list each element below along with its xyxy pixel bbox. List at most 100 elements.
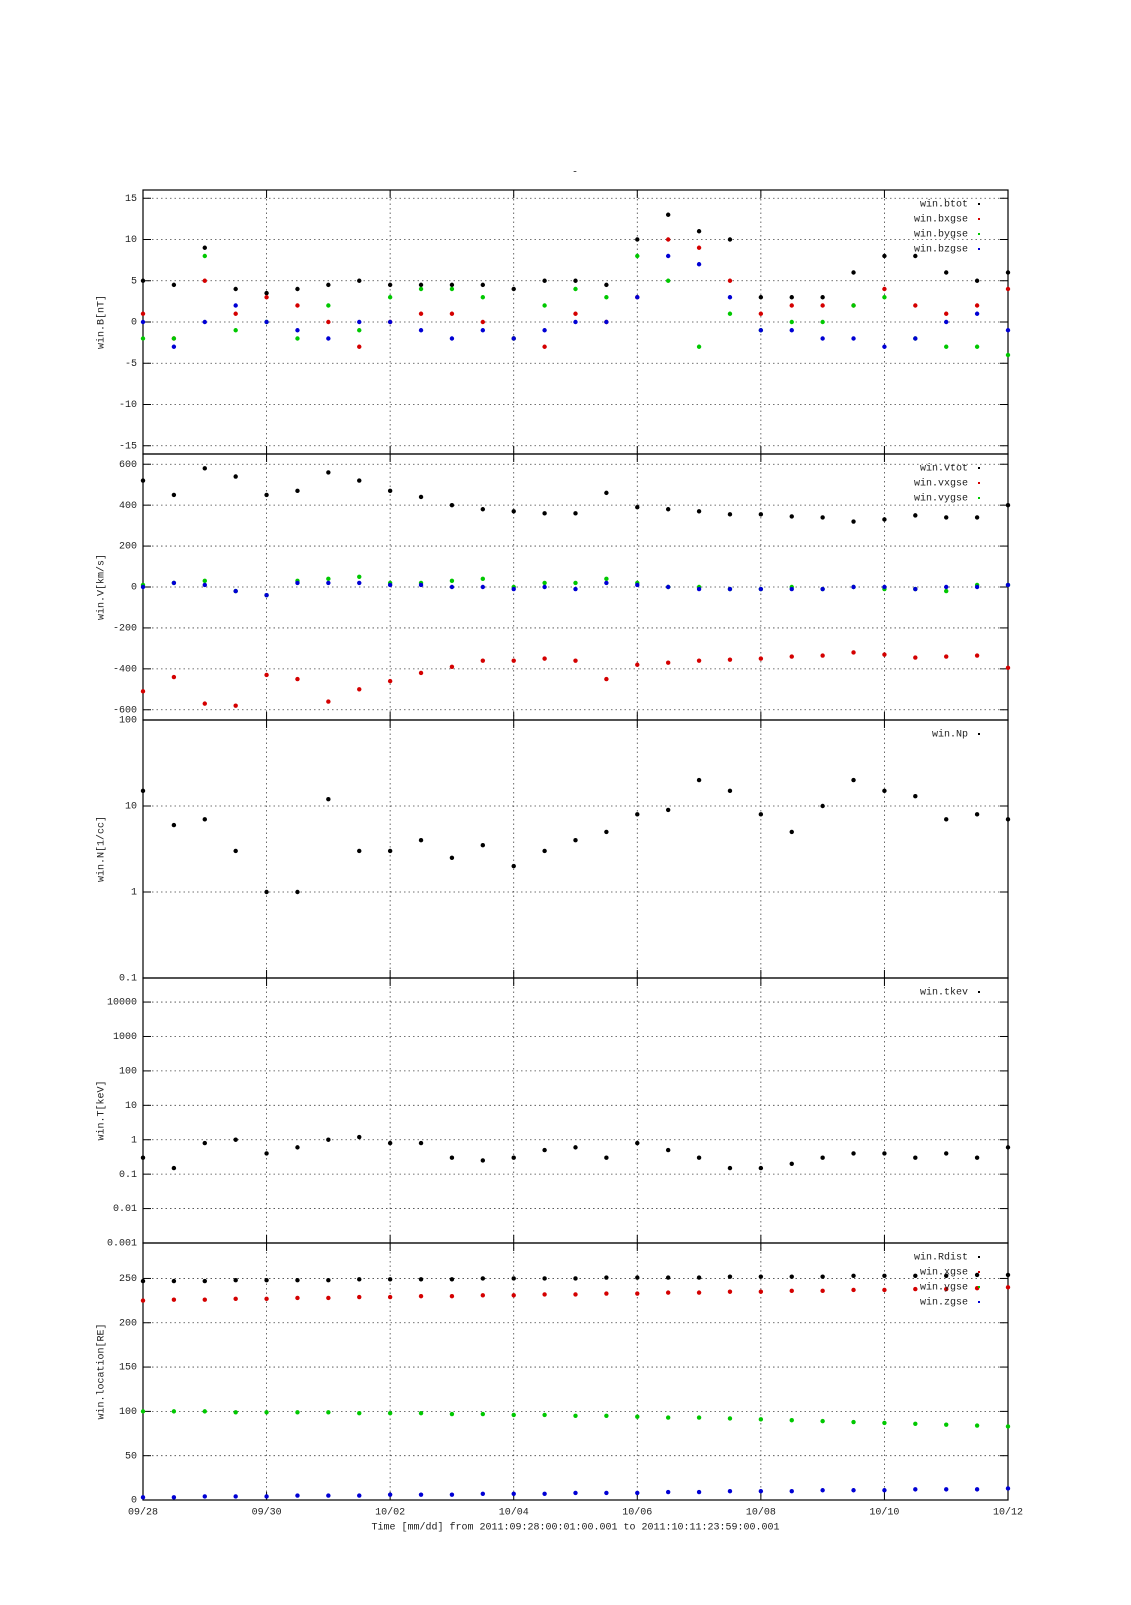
data-point (480, 1411, 486, 1417)
data-point (171, 344, 177, 349)
data-point (882, 286, 887, 292)
data-point (449, 578, 455, 584)
data-point (665, 807, 671, 813)
data-point (202, 1140, 207, 1146)
y-tick-label: 100 (119, 716, 137, 727)
data-point (727, 657, 733, 662)
data-point (696, 658, 702, 663)
data-point (480, 328, 486, 333)
data-point (233, 1137, 238, 1142)
data-point (604, 829, 609, 835)
data-point (573, 1292, 578, 1297)
data-point (233, 1410, 238, 1415)
data-point (202, 1409, 207, 1414)
data-point (418, 286, 424, 292)
x-tick-label: 09/28 (128, 1507, 158, 1519)
data-point (264, 1296, 269, 1302)
data-point (542, 328, 547, 333)
data-point (882, 652, 887, 657)
data-point (326, 282, 331, 288)
data-point (882, 517, 887, 522)
data-point (387, 1410, 393, 1416)
data-point (511, 1276, 516, 1281)
legend-label: win.vygse (914, 493, 968, 505)
data-point (882, 788, 887, 794)
data-point (604, 490, 609, 496)
data-point (727, 311, 733, 316)
data-point (140, 788, 146, 794)
y-tick-label: 0.1 (119, 974, 137, 985)
data-point (418, 582, 424, 588)
data-point (851, 1273, 856, 1278)
data-point (573, 286, 578, 292)
data-point (357, 574, 362, 579)
data-point (604, 1291, 609, 1296)
data-point (326, 1493, 331, 1498)
data-point (635, 505, 640, 510)
data-point (820, 319, 825, 325)
data-point (758, 812, 764, 817)
data-point (171, 822, 177, 828)
data-point (974, 653, 980, 658)
data-point (635, 812, 640, 817)
data-point (573, 278, 578, 283)
x-tick-label: 10/04 (499, 1507, 529, 1519)
plot-frame (142, 719, 1009, 979)
data-point (233, 848, 238, 854)
data-point (665, 237, 671, 242)
data-point (295, 580, 300, 586)
data-point (974, 1487, 980, 1492)
data-point (1005, 328, 1011, 333)
data-point (573, 838, 578, 843)
data-point (665, 507, 671, 512)
data-point (542, 1276, 547, 1281)
data-point (264, 492, 269, 498)
legend-label: win.Rdist (914, 1252, 968, 1264)
x-axis-label: Time [mm/dd] from 2011:09:28:00:01:00.00… (371, 1522, 779, 1534)
data-point (233, 1296, 238, 1302)
data-point (974, 1423, 980, 1428)
legend-label: win.tkev (920, 987, 968, 999)
data-point (882, 344, 887, 349)
data-point (511, 509, 516, 514)
data-point (820, 303, 825, 308)
data-point (233, 303, 238, 308)
y-tick-label: 1000 (113, 1032, 137, 1043)
y-axis-label: win.B[nT] (96, 295, 108, 349)
data-point (635, 1275, 640, 1280)
data-point (418, 282, 424, 288)
data-point (727, 278, 733, 283)
data-point (480, 843, 486, 848)
data-point (974, 344, 980, 349)
data-point (851, 650, 856, 655)
data-point (449, 1155, 455, 1160)
data-point (542, 278, 547, 283)
data-point (295, 488, 300, 494)
data-point (758, 295, 764, 300)
data-point (913, 1286, 918, 1292)
data-point (573, 1490, 578, 1496)
data-point (449, 336, 455, 341)
data-point (357, 848, 362, 854)
data-point (789, 1288, 794, 1294)
data-point (789, 514, 794, 519)
data-point (140, 336, 146, 341)
legend-swatch (978, 203, 980, 205)
data-point (449, 584, 455, 590)
data-point (882, 1488, 887, 1493)
y-tick-label: 250 (119, 1274, 137, 1285)
data-point (418, 1140, 424, 1146)
data-point (387, 1294, 393, 1300)
data-point (326, 470, 331, 475)
data-point (326, 1137, 331, 1142)
data-point (727, 1274, 733, 1279)
data-point (480, 319, 486, 325)
legend-label: win.bzgse (914, 244, 968, 256)
data-point (604, 1490, 609, 1496)
data-point (418, 1492, 424, 1497)
data-point (573, 311, 578, 316)
data-point (696, 777, 702, 783)
y-axis-label: win.V[km/s] (96, 554, 108, 620)
data-point (449, 664, 455, 669)
